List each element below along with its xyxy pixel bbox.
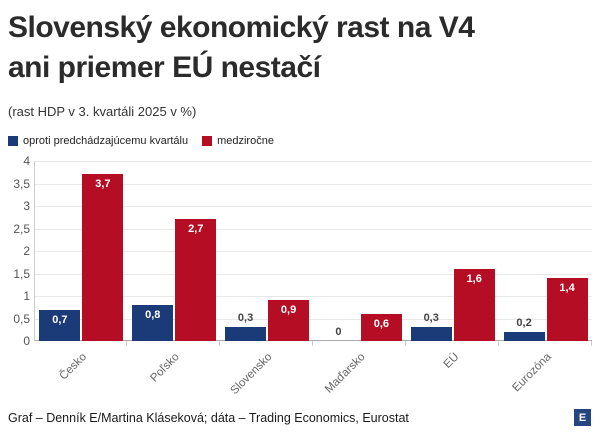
gridline (35, 251, 592, 252)
x-axis-label: Slovensko (228, 351, 275, 398)
y-axis-tick-label: 2 (23, 244, 30, 258)
bar-group: 0,3 0,9 (221, 161, 314, 341)
bar (225, 327, 267, 341)
bar-group: 0,3 1,6 (406, 161, 499, 341)
chart-subtitle: (rast HDP v 3. kvartáli 2025 v %) (8, 104, 197, 119)
bar (410, 327, 452, 341)
x-axis-slot: Česko (34, 341, 127, 391)
bar-value-label: 0,3 (423, 312, 439, 324)
x-axis-tick (591, 341, 592, 346)
bar-value-label: 0,7 (52, 314, 68, 326)
bar-wrap: 0,2 (503, 161, 545, 341)
bar-wrap: 0,3 (225, 161, 267, 341)
bar-wrap: 0,8 (132, 161, 174, 341)
y-axis-tick-label: 3 (23, 199, 30, 213)
bar: 0,6 (360, 314, 402, 341)
gridline (35, 161, 592, 162)
bar-group: 0,2 1,4 (499, 161, 592, 341)
bar-wrap: 0,6 (360, 161, 402, 341)
x-axis-label: Česko (57, 351, 89, 383)
x-axis-label: EÚ (441, 351, 461, 371)
gridline (35, 274, 592, 275)
credit-text: Graf – Denník E/Martina Kláseková; dáta … (8, 410, 409, 425)
bar-wrap: 0,9 (268, 161, 310, 341)
bar-value-label: 0 (335, 326, 342, 338)
x-axis-tick (498, 341, 499, 346)
legend-label-yoy: medziročne (217, 135, 274, 147)
bar-value-label: 2,7 (188, 223, 204, 235)
x-axis-tick (405, 341, 406, 346)
x-axis-label: Eurozóna (510, 351, 554, 395)
y-axis: 0 0,5 1 1,5 2 2,5 3 3,5 4 (8, 154, 34, 348)
gridline (35, 296, 592, 297)
bar-wrap: 0 (318, 161, 359, 341)
gridline (35, 184, 592, 185)
bar-wrap: 1,6 (453, 161, 495, 341)
dennik-e-logo: E (574, 409, 591, 426)
bar-value-label: 0,2 (516, 317, 532, 329)
bar-value-label: 1,6 (466, 273, 482, 285)
x-axis-tick (126, 341, 127, 346)
gridline (35, 340, 592, 341)
y-axis-tick-label: 4 (23, 154, 30, 168)
x-axis-slot: Eurozóna (499, 341, 592, 395)
bar-wrap: 0,3 (410, 161, 452, 341)
bar-value-label: 1,4 (559, 282, 575, 294)
legend: oproti predchádzajúcemu kvartálu medziro… (8, 135, 592, 147)
bar-wrap: 0,7 (39, 161, 81, 341)
bar-chart: 0 0,5 1 1,5 2 2,5 3 3,5 4 0,7 3,7 0,8 2,7 0,3 0,9 0 0,6… (8, 154, 592, 348)
legend-item-quarterly: oproti predchádzajúcemu kvartálu (8, 135, 188, 147)
x-axis: Česko Poľsko Slovensko Maďarsko EÚ Eurozóna (34, 341, 592, 397)
legend-label-quarterly: oproti predchádzajúcemu kvartálu (23, 135, 189, 147)
plot-area: 0,7 3,7 0,8 2,7 0,3 0,9 0 0,6 0,3 1,6 0,2 1,4 (34, 161, 592, 341)
x-axis-tick (219, 341, 220, 346)
y-axis-tick-label: 2,5 (13, 222, 30, 236)
x-axis-slot: Poľsko (127, 341, 220, 391)
x-axis-slot: Maďarsko (313, 341, 406, 396)
bar-wrap: 1,4 (546, 161, 588, 341)
y-axis-tick-label: 1 (23, 289, 30, 303)
gridline (35, 229, 592, 230)
y-axis-tick-label: 1,5 (13, 267, 30, 281)
legend-swatch-red-icon (202, 136, 213, 146)
x-axis-tick (312, 341, 313, 346)
bar-value-label: 0,6 (373, 318, 390, 330)
bar-group: 0 0,6 (313, 161, 406, 341)
bar-value-label: 0,3 (237, 312, 254, 324)
logo-letter: E (578, 411, 587, 424)
legend-swatch-blue-icon (8, 136, 18, 146)
bar-group: 0,7 3,7 (35, 161, 128, 341)
footer: Graf – Denník E/Martina Kláseková; dáta … (8, 409, 591, 426)
gridline (35, 319, 592, 320)
bar: 0,7 (39, 310, 81, 341)
x-axis-slot: Slovensko (220, 341, 313, 397)
bar-wrap: 3,7 (82, 161, 124, 341)
bar: 1,6 (453, 269, 495, 341)
y-axis-tick-label: 0 (23, 334, 30, 348)
bar: 3,7 (82, 174, 124, 341)
x-axis-label: Maďarsko (323, 351, 368, 396)
legend-item-yoy: medziročne (202, 135, 274, 147)
bar-value-label: 0,9 (280, 304, 297, 316)
y-axis-tick-label: 0,5 (13, 312, 30, 326)
x-axis-label: Poľsko (148, 351, 182, 385)
bar: 0,8 (132, 305, 174, 341)
bar (503, 332, 545, 341)
x-axis-slot: EÚ (406, 341, 499, 391)
bar: 1,4 (546, 278, 588, 341)
bar-value-label: 3,7 (95, 178, 111, 190)
gridline (35, 206, 592, 207)
bar: 0,9 (268, 300, 310, 341)
bar: 2,7 (175, 219, 217, 341)
page-title: Slovenský ekonomický rast na V4 ani prie… (8, 11, 475, 84)
bar-value-label: 0,8 (145, 309, 161, 321)
y-axis-tick-label: 3,5 (13, 177, 30, 191)
bar-group: 0,8 2,7 (128, 161, 221, 341)
bar-wrap: 2,7 (175, 161, 217, 341)
bar-slots: 0,7 3,7 0,8 2,7 0,3 0,9 0 0,6 0,3 1,6 0,2 1,4 (35, 161, 592, 341)
